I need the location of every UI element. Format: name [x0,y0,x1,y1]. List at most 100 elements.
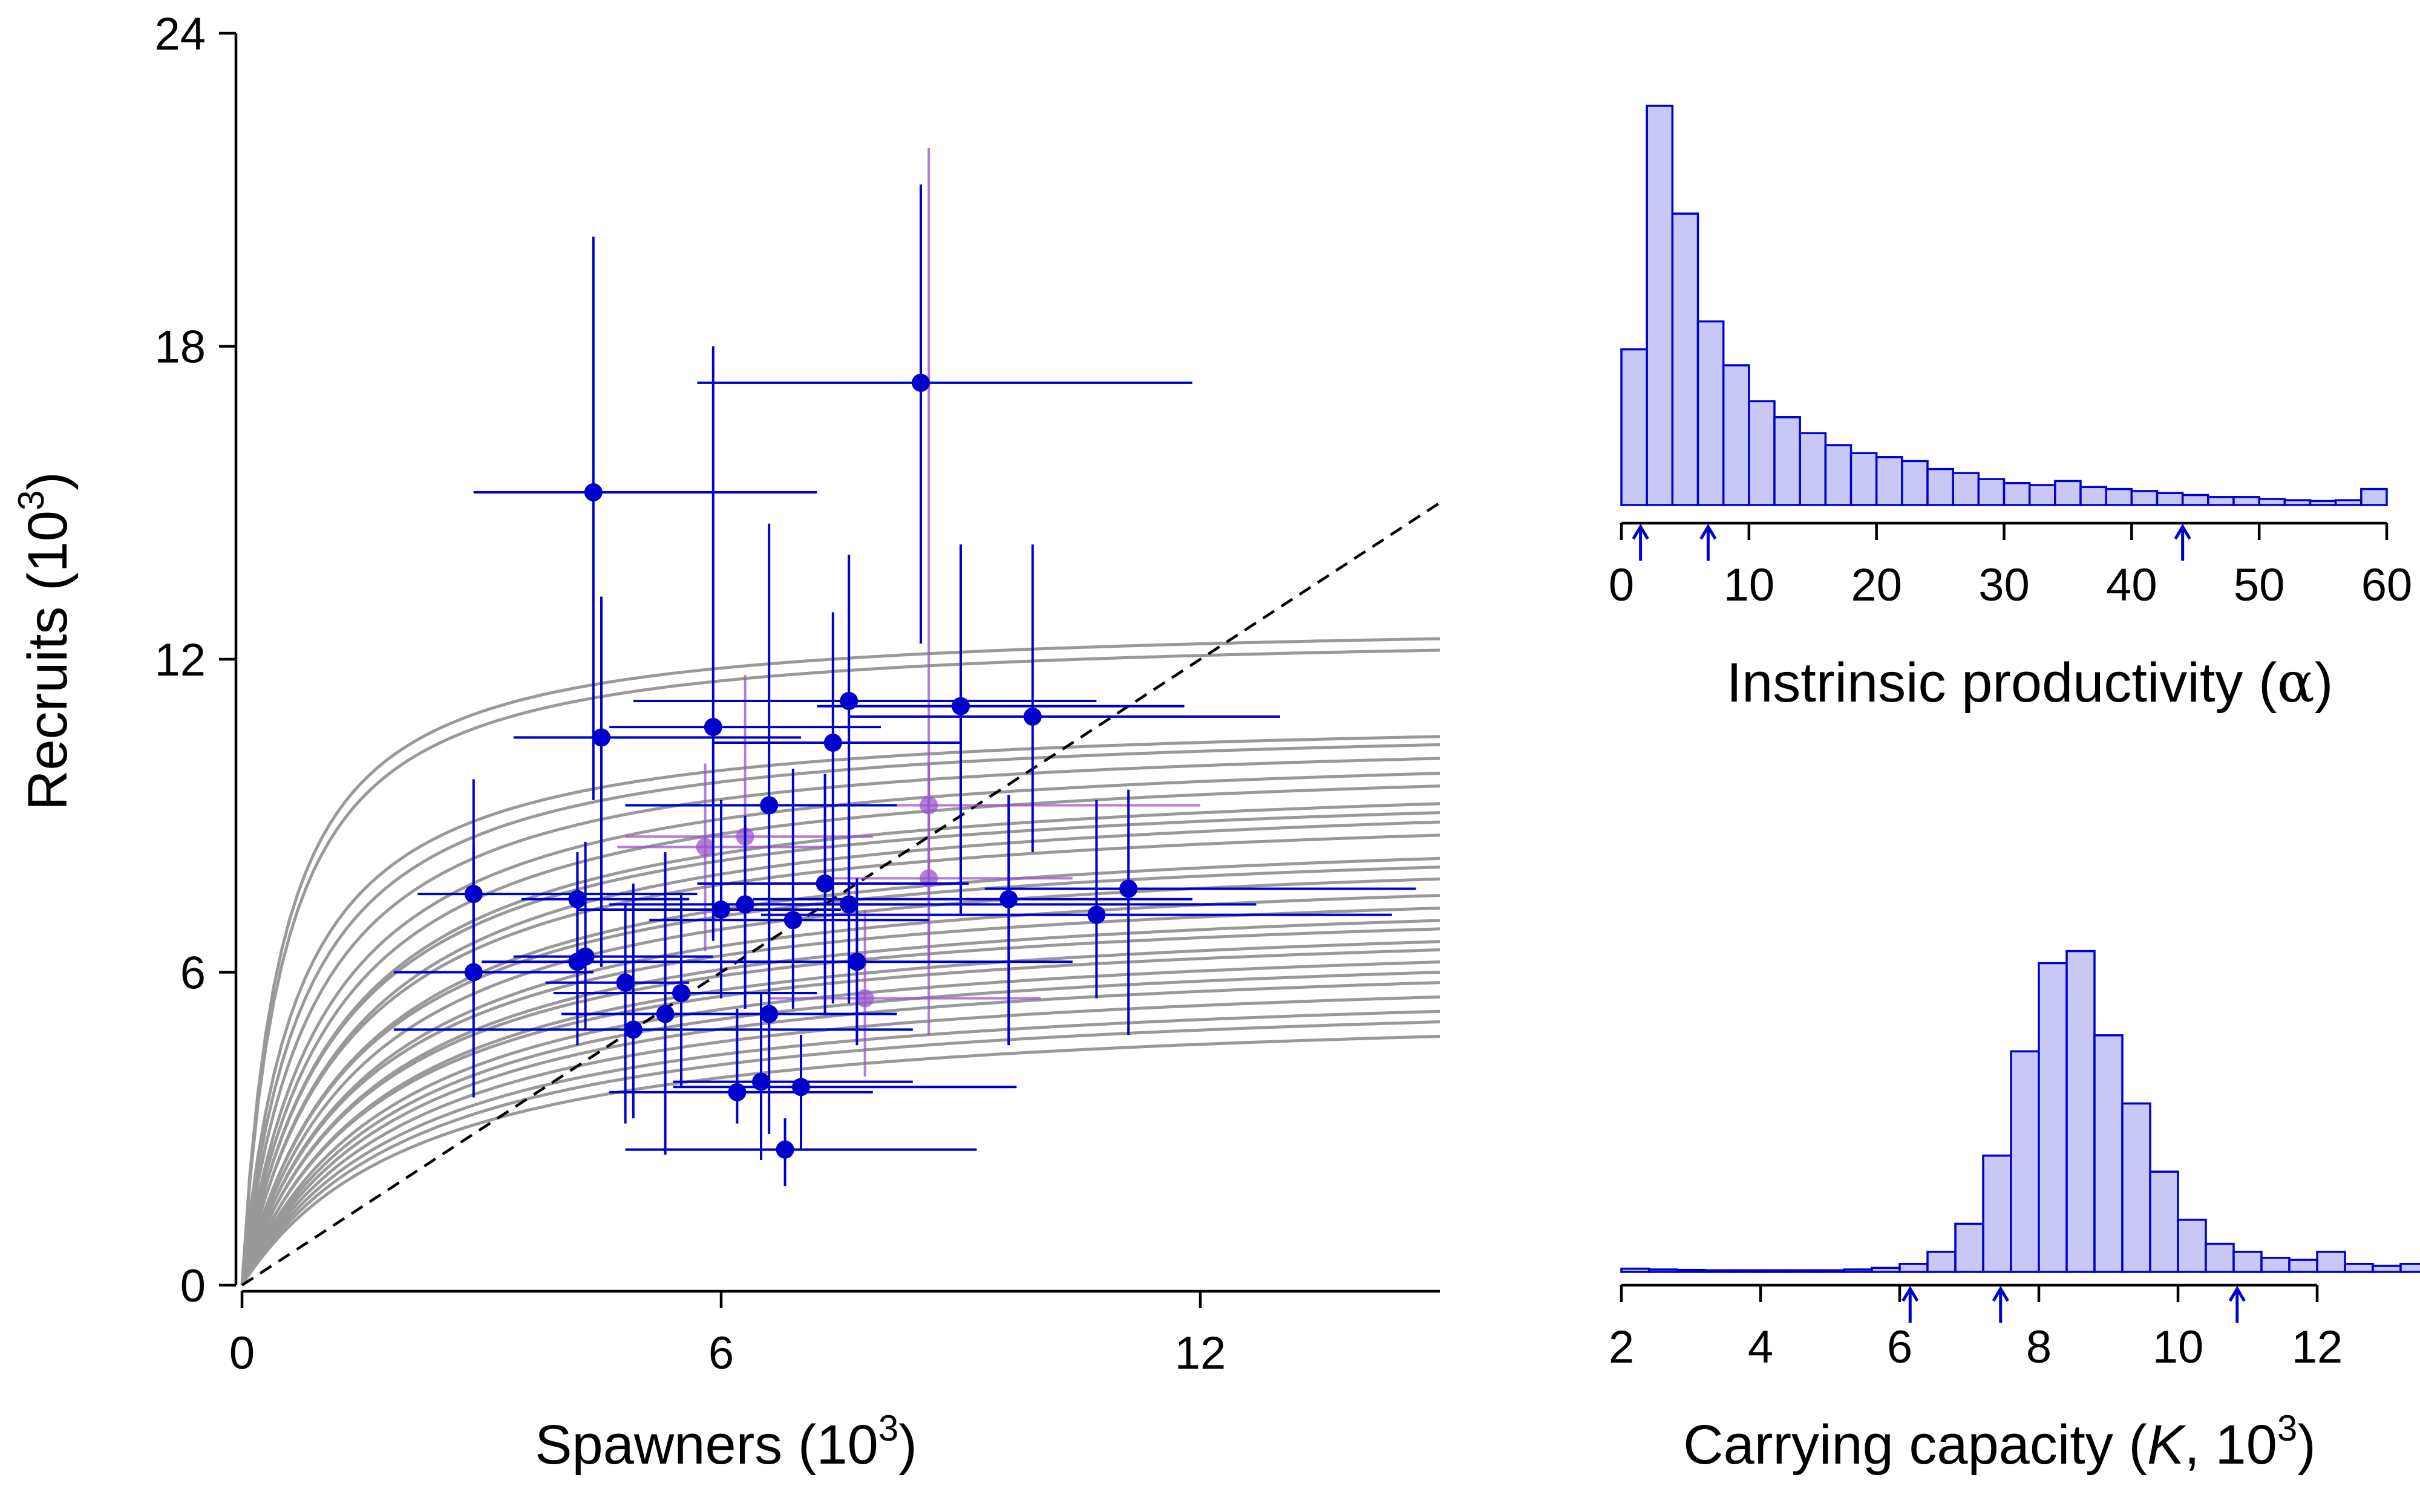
k-axis-title: Carrying capacity (K, 103) [1683,1408,2316,1476]
histogram-bar-27 [2372,1265,2402,1273]
fit-curve-2 [240,735,1441,1286]
y-tick-label-0: 0 [180,1260,206,1312]
x-tick-label-2: 12 [1175,1328,1226,1379]
hist-tick-label-2: 20 [1851,559,1902,611]
data-point-27 [760,1005,779,1023]
fit-curve-26 [240,1035,1441,1286]
histogram-bar-16 [2028,484,2056,506]
histogram-bar-9 [1871,1266,1901,1273]
histogram-bar-15 [2003,481,2031,506]
fit-curve-11 [240,856,1441,1286]
data-point-2 [592,728,610,747]
histogram-bar-10 [1875,456,1903,506]
histogram-bar-17 [2054,480,2082,506]
data-point-26 [624,1020,643,1039]
histogram-bar-11 [1901,460,1929,506]
histogram-bar-8 [1843,1268,1873,1273]
histogram-bar-11 [1926,1251,1957,1273]
histogram-bar-1 [1648,1268,1678,1273]
histogram-bar-18 [2121,1102,2151,1273]
histogram-bar-26 [2344,1262,2374,1273]
y-tick-label-3: 18 [154,322,206,373]
hist-tick-label-4: 40 [2106,559,2157,611]
histogram-bar-28 [2334,499,2363,506]
histogram-bar-3 [1696,320,1725,506]
fit-curve-7 [240,802,1441,1286]
histogram-bar-25 [2258,498,2286,506]
hist-tick-label-1: 4 [1748,1321,1773,1373]
fit-curve-4 [240,757,1441,1286]
data-point-5 [952,697,970,715]
fit-curve-19 [240,948,1441,1286]
histogram-bar-29 [2360,487,2388,506]
fit-curve-16 [240,919,1441,1286]
data-point-17 [1119,879,1138,898]
histogram-bar-19 [2105,487,2133,506]
fit-curve-25 [240,1020,1441,1286]
fit-curve-24 [240,1009,1441,1286]
data-point-0 [912,373,930,392]
stock-recruitment-plot: 0 6 12 0 6 12 18 24 [154,8,1441,1379]
histogram-bar-17 [2093,1034,2124,1273]
hist-tick-label-2: 6 [1887,1321,1912,1373]
histogram-bar-10 [1898,1262,1929,1273]
fit-curve-8 [240,811,1441,1286]
hist-tick-label-6: 60 [2361,559,2413,611]
histogram-bar-15 [2038,962,2068,1273]
histogram-bar-23 [2260,1257,2291,1273]
hist-tick-label-3: 30 [1978,559,2030,611]
histogram-bar-2 [1671,212,1699,506]
data-point-8 [760,796,779,815]
fit-curve-10 [240,833,1441,1286]
histogram-bar-12 [1954,1222,1984,1273]
data-point-14 [816,874,834,893]
y-tick-label-2: 12 [154,634,206,686]
data-point-3 [704,718,722,737]
x-axis-title: Spawners (103) [535,1408,917,1476]
histogram-bar-21 [2156,492,2184,506]
histogram-bar-2 [1676,1268,1706,1273]
quantile-arrowhead-2 [2228,1286,2246,1302]
hist-tick-label-0: 2 [1609,1321,1634,1373]
x-tick-label-0: 0 [229,1328,255,1379]
histogram-bar-13 [1982,1154,2012,1273]
hist-tick-label-5: 12 [2292,1321,2343,1373]
histogram-bar-22 [2232,1251,2263,1273]
histogram-bar-6 [1773,416,1801,506]
fit-curve-6 [240,784,1441,1286]
histogram-bar-9 [1849,452,1878,506]
quantile-arrowhead-0 [1902,1286,1919,1302]
fit-curve-1 [240,648,1441,1286]
fit-curve-3 [240,743,1441,1286]
fit-curve-14 [240,894,1441,1286]
quantile-arrowhead-2 [2174,524,2191,540]
data-point-22 [616,973,635,992]
histogram-bar-24 [2232,496,2260,506]
histogram-bar-20 [2130,490,2159,506]
histogram-bar-21 [2205,1242,2235,1273]
histogram-bar-18 [2079,486,2107,506]
alpha-axis-title: Instrinsic productivity (α) [1727,650,2333,715]
data-point-36 [855,989,874,1008]
data-point-1 [584,483,603,501]
histogram-bar-4 [1722,364,1750,506]
data-point-31 [776,1140,794,1159]
hist-tick-label-3: 8 [2026,1321,2052,1373]
histogram-bar-13 [1952,472,1980,506]
y-tick-label-4: 24 [154,8,206,60]
quantile-arrowhead-1 [1699,524,1717,540]
data-point-21 [576,947,595,966]
histogram-bar-14 [1977,478,2006,506]
data-point-19 [464,963,483,982]
y-tick-label-1: 6 [180,948,206,999]
histogram-bar-6 [1787,1269,1817,1273]
histogram-bar-7 [1799,432,1827,506]
histogram-bar-26 [2283,499,2312,506]
histogram-bar-0 [1620,1267,1650,1273]
data-point-16 [999,890,1018,908]
histogram-bar-1 [1646,105,1674,506]
histogram-bar-14 [2010,1050,2040,1273]
fit-curve-18 [240,940,1441,1286]
data-point-23 [672,984,690,1002]
